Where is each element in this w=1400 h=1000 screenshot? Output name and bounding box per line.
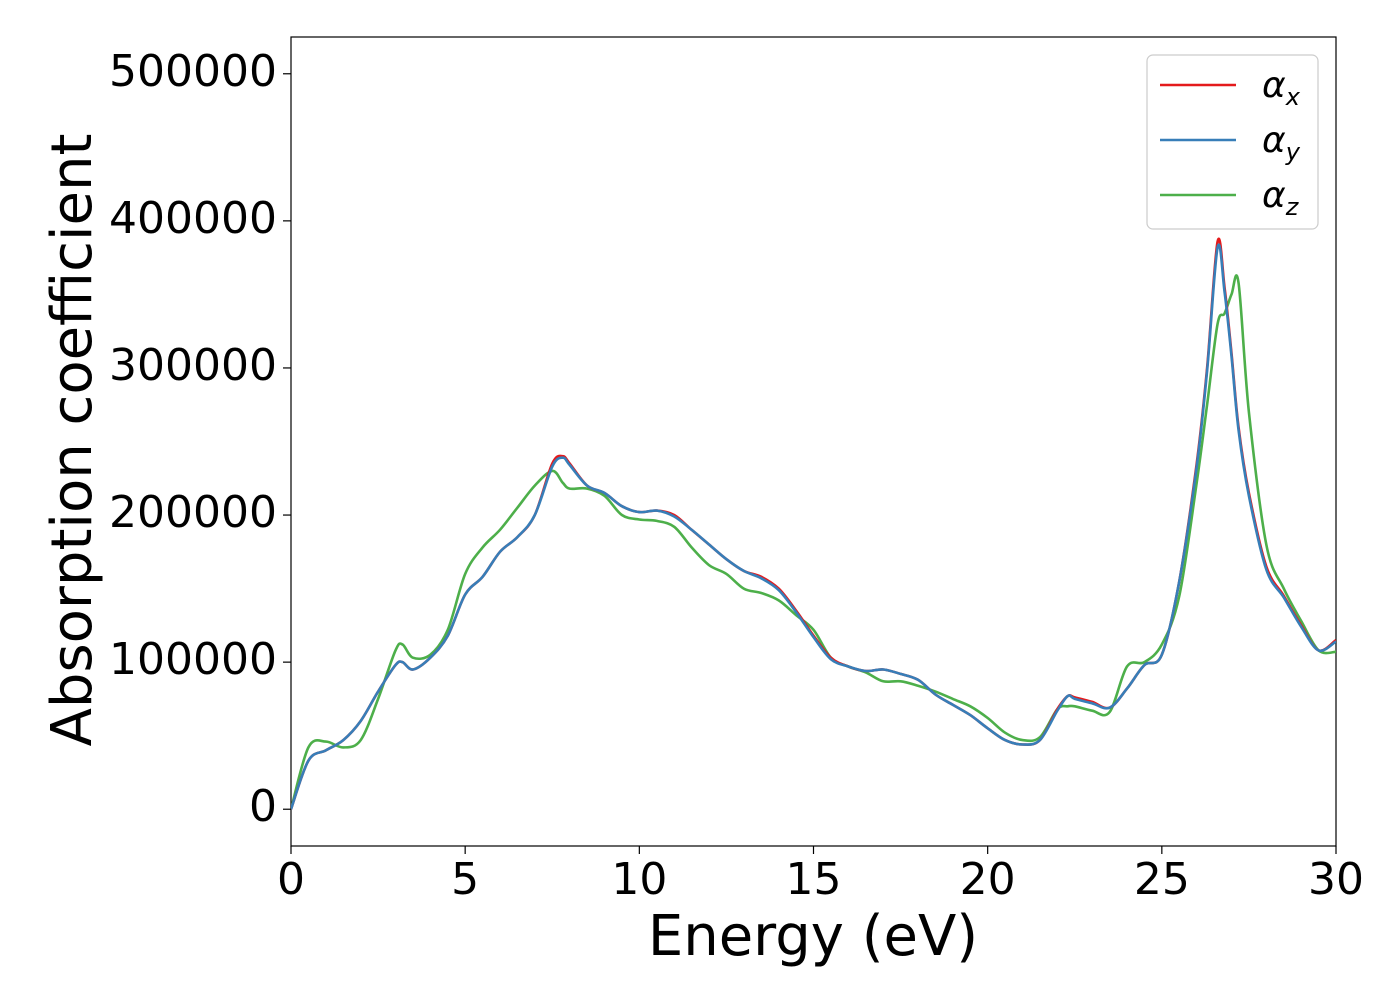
x-tick-label: 20 bbox=[960, 854, 1016, 905]
legend-entry-alpha-x-label: αx bbox=[1262, 65, 1301, 111]
y-axis-ticks: 0 100000 200000 300000 400000 500000 bbox=[109, 46, 291, 832]
legend-entry-alpha-y-label: αy bbox=[1262, 120, 1301, 166]
x-axis-ticks: 0 5 10 15 20 25 30 bbox=[277, 846, 1364, 905]
x-tick-label: 5 bbox=[451, 854, 479, 905]
x-tick-label: 15 bbox=[786, 854, 842, 905]
y-tick-label: 200000 bbox=[109, 487, 277, 538]
y-tick-label: 500000 bbox=[109, 46, 277, 97]
x-tick-label: 10 bbox=[611, 854, 667, 905]
legend-entry-alpha-z-label: αz bbox=[1262, 175, 1300, 221]
x-tick-label: 30 bbox=[1308, 854, 1364, 905]
legend-box bbox=[1146, 54, 1319, 230]
y-axis-label: Absorption coefficient bbox=[40, 134, 105, 747]
y-tick-label: 0 bbox=[249, 781, 277, 832]
x-tick-label: 25 bbox=[1134, 854, 1190, 905]
series-layer bbox=[291, 237, 1336, 810]
x-tick-label: 0 bbox=[277, 854, 305, 905]
series-alpha-y-line bbox=[291, 243, 1336, 810]
legend: αx αy αz bbox=[1146, 54, 1319, 230]
series-alpha-x-line bbox=[291, 237, 1336, 810]
y-tick-label: 400000 bbox=[109, 193, 277, 244]
x-axis-label: Energy (eV) bbox=[648, 904, 978, 969]
y-tick-label: 100000 bbox=[109, 634, 277, 685]
y-tick-label: 300000 bbox=[109, 340, 277, 391]
series-alpha-z-line bbox=[291, 274, 1336, 810]
